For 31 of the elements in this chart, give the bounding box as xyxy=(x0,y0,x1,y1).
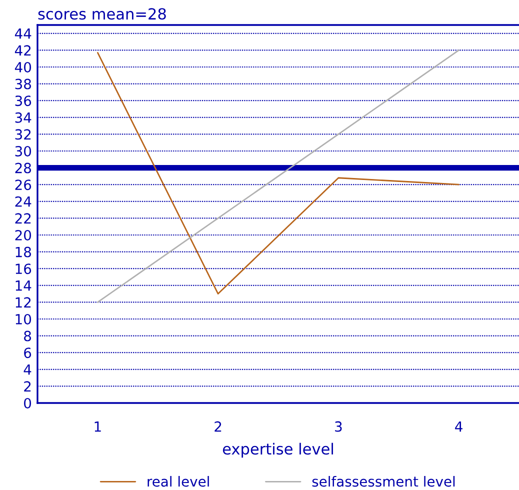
x-tick-label: 2 xyxy=(214,421,222,432)
y-tick-label: 2 xyxy=(24,381,31,392)
y-tick-label: 44 xyxy=(14,28,32,39)
y-tick-label: 0 xyxy=(24,398,32,408)
y-tick-label: 30 xyxy=(15,146,32,156)
chart-title: scores mean=28 xyxy=(38,8,166,20)
x-axis-title: expertise level xyxy=(222,442,333,458)
y-tick-label: 14 xyxy=(16,280,32,291)
y-tick-label: 42 xyxy=(14,45,31,56)
y-tick-label: 28 xyxy=(15,162,31,174)
y-tick-label: 6 xyxy=(24,348,32,358)
x-tick-label: 4 xyxy=(455,421,462,432)
y-tick-label: 38 xyxy=(15,78,31,90)
legend-label: selfassessment level xyxy=(312,476,455,487)
y-tick-label: 4 xyxy=(24,364,32,375)
x-tick-label: 3 xyxy=(335,421,342,432)
y-tick-label: 26 xyxy=(15,180,32,190)
y-tick-label: 8 xyxy=(24,330,31,342)
x-tick-label: 1 xyxy=(94,421,101,432)
y-tick-label: 22 xyxy=(15,213,31,224)
y-tick-label: 18 xyxy=(16,246,31,258)
y-tick-label: 16 xyxy=(16,264,32,274)
y-tick-label: 20 xyxy=(15,230,32,240)
y-tick-label: 34 xyxy=(15,112,32,123)
legend-label: real level xyxy=(148,476,209,487)
y-tick-label: 24 xyxy=(15,196,32,207)
y-tick-label: 40 xyxy=(14,62,32,72)
y-tick-label: 12 xyxy=(16,297,31,308)
y-tick-label: 32 xyxy=(15,129,31,140)
y-tick-label: 10 xyxy=(16,314,32,324)
y-tick-label: 36 xyxy=(15,96,32,106)
